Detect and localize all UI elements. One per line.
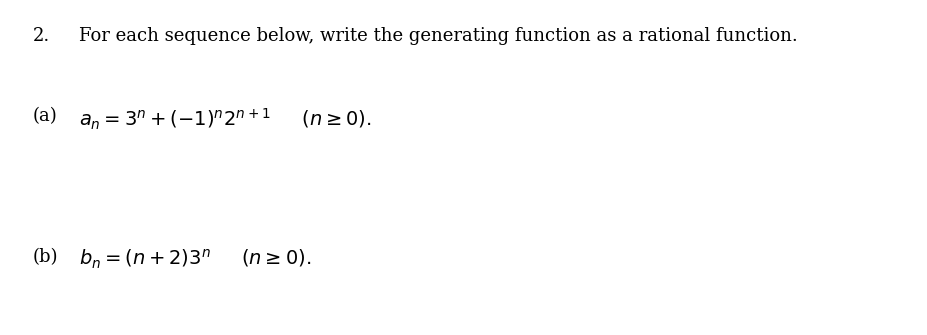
Text: $a_n = 3^n + (-1)^n 2^{n+1}$     $(n \geq 0).$: $a_n = 3^n + (-1)^n 2^{n+1}$ $(n \geq 0)… [79,107,371,132]
Text: (b): (b) [32,248,58,266]
Text: $b_n = (n+2)3^n$     $(n \geq 0).$: $b_n = (n+2)3^n$ $(n \geq 0).$ [79,248,311,271]
Text: For each sequence below, write the generating function as a rational function.: For each sequence below, write the gener… [79,27,797,45]
Text: 2.: 2. [32,27,50,45]
Text: (a): (a) [32,107,57,125]
